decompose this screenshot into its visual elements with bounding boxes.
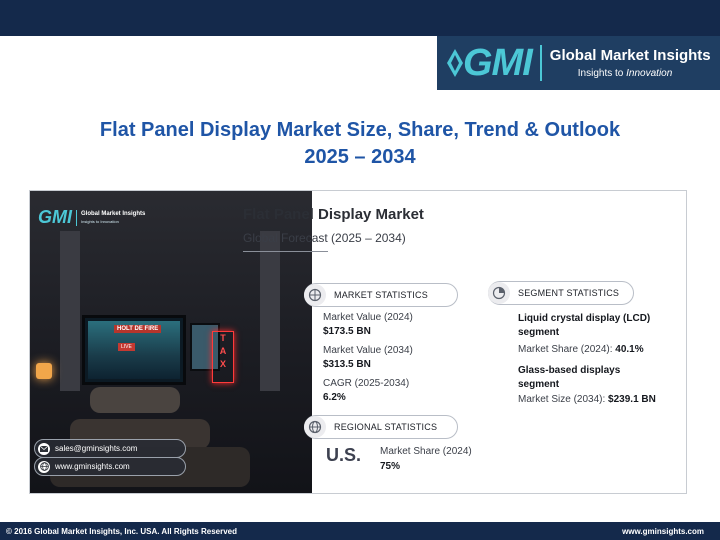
market-value-2034: $313.5 BN: [323, 359, 371, 370]
envelope-icon: [38, 442, 50, 455]
sofa: [90, 387, 180, 413]
wall-panel: [60, 231, 80, 391]
card-logo-tagline: Insights to Innovation: [81, 219, 119, 224]
cagr-value: 6.2%: [323, 392, 346, 403]
globe-icon: [304, 416, 326, 438]
logo-gmi: GMI: [463, 41, 533, 84]
market-value-2024-label: Market Value (2024): [323, 312, 413, 323]
neon-letter: A: [219, 346, 227, 356]
card-subheading: Global Forecast (2025 – 2034): [243, 231, 406, 245]
logo-text: Global Market Insights Insights to Innov…: [550, 47, 711, 79]
brand-logo[interactable]: GMI Global Market Insights Insights to I…: [437, 36, 720, 90]
globe-icon: [38, 460, 50, 473]
regional-share-value: 75%: [380, 461, 401, 472]
neon-letter: T: [220, 333, 226, 343]
card-logo-divider: [76, 209, 77, 226]
neon-sign: T A X: [212, 331, 234, 383]
lcd-share-label: Market Share (2024):: [518, 344, 616, 355]
title-line-2: 2025 – 2034: [304, 146, 416, 168]
top-bar: [0, 0, 720, 36]
infographic-card: HOLT DE FIRE LIVE T A X GMI Global Marke…: [29, 190, 687, 494]
cagr-label: CAGR (2025-2034): [323, 378, 410, 389]
card-logo-text: Global Market Insights Insights to Innov…: [81, 211, 145, 224]
page-title: Flat Panel Display Market Size, Share, T…: [20, 117, 700, 171]
neon-letter: X: [219, 359, 226, 369]
tv-content: HOLT DE FIRE LIVE: [88, 321, 180, 379]
glass-size-label: Market Size (2034):: [518, 394, 609, 405]
home-theater-image: HOLT DE FIRE LIVE T A X GMI Global Marke…: [30, 191, 312, 493]
regional-share-label: Market Share (2024): [380, 446, 472, 457]
market-value-2024: $173.5 BN: [323, 326, 371, 337]
title-line-1: Flat Panel Display Market Size, Share, T…: [99, 119, 621, 141]
glass-segment-title: Glass-based displays segment: [518, 365, 621, 390]
heading-rule: [243, 251, 328, 252]
card-logo: GMI Global Market Insights Insights to I…: [38, 207, 145, 228]
glass-size-value: $239.1 BN: [608, 394, 656, 405]
logo-divider: [539, 45, 542, 81]
market-value-2034-label: Market Value (2034): [323, 345, 413, 356]
coins-icon: [304, 284, 326, 306]
stats-panel: Flat Panel Display Market Global Forecas…: [243, 191, 686, 493]
website-text: www.gminsights.com: [55, 462, 130, 471]
wall-panel: [260, 231, 280, 391]
region-name: U.S.: [326, 445, 362, 465]
copyright-text: © 2016 Global Market Insights, Inc. USA.…: [6, 526, 237, 536]
logo-mark: GMI: [447, 41, 533, 85]
lcd-share-value: 40.1%: [615, 344, 644, 355]
tagline-emphasis: Innovation: [626, 68, 673, 79]
tv-sign-live: LIVE: [118, 343, 135, 351]
regional-statistics-label: REGIONAL STATISTICS: [334, 422, 438, 432]
footer-bar: © 2016 Global Market Insights, Inc. USA.…: [0, 522, 720, 540]
market-statistics-header: MARKET STATISTICS: [304, 283, 458, 307]
pie-chart-icon: [488, 282, 510, 304]
regional-statistics-header: REGIONAL STATISTICS: [304, 415, 458, 439]
segment-statistics-header: SEGMENT STATISTICS: [488, 281, 634, 305]
segment-statistics-label: SEGMENT STATISTICS: [518, 288, 620, 298]
lcd-segment-title: Liquid crystal display (LCD) segment: [518, 313, 651, 338]
brand-tagline: Insights to Innovation: [578, 68, 711, 79]
footer-website[interactable]: www.gminsights.com: [622, 526, 704, 536]
tv-screen: HOLT DE FIRE LIVE: [82, 315, 186, 385]
brand-name: Global Market Insights: [549, 47, 711, 64]
glass-segment-size: Market Size (2034): $239.1 BN: [518, 394, 656, 405]
lcd-segment-share: Market Share (2024): 40.1%: [518, 344, 644, 355]
card-heading: Flat Panel Display Market: [243, 206, 424, 223]
lamp: [36, 363, 52, 379]
card-logo-name: Global Market Insights: [81, 211, 146, 217]
website-contact[interactable]: www.gminsights.com: [34, 457, 186, 476]
card-logo-mark: GMI: [38, 207, 72, 227]
email-text: sales@gminsights.com: [55, 444, 138, 453]
tagline-prefix: Insights to: [577, 68, 627, 79]
email-contact[interactable]: sales@gminsights.com: [34, 439, 186, 458]
tv-sign: HOLT DE FIRE: [114, 325, 162, 333]
market-statistics-label: MARKET STATISTICS: [334, 290, 428, 300]
diamond-icon: [447, 49, 463, 77]
